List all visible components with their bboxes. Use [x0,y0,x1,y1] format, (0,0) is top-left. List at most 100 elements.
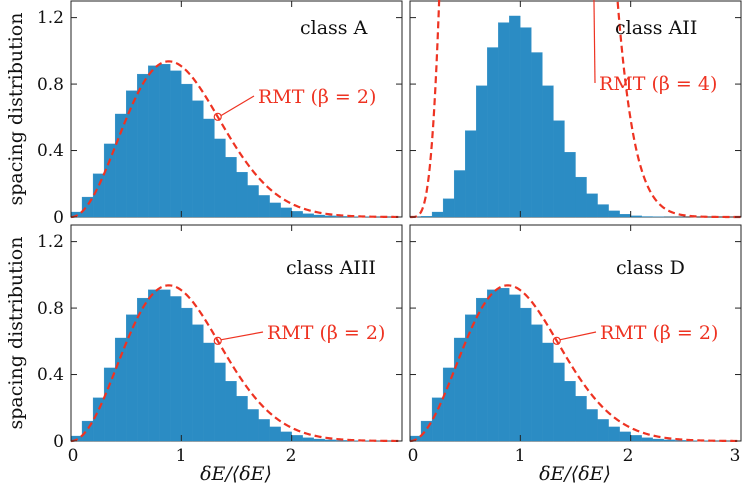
histogram-bar [465,130,477,218]
class-label: class D [616,257,685,279]
histogram-bar [487,47,499,218]
histogram-bar [203,118,215,218]
histogram-bar [641,216,653,218]
rmt-label: RMT (β = 2) [600,322,718,344]
y-tick-label: 1.2 [37,232,64,252]
histogram-bar [247,185,259,218]
histogram-bar [509,294,521,442]
histogram-bar [225,157,237,218]
histogram-bar [542,342,554,442]
panel-class-d: class D RMT (β = 2) 0 1 2 3 δE/⟨δE⟩ [408,224,742,485]
histogram-bar [442,367,455,442]
histogram-bar [575,395,587,442]
histogram-bar [553,362,565,442]
histogram-bar [170,296,182,442]
histogram-bar [465,314,477,442]
histogram-bar [137,73,149,218]
histogram-bar [324,439,336,442]
histogram-bar [313,438,325,442]
histogram-bar [214,138,226,218]
histogram-bar [431,211,444,218]
rmt-leader-line [220,95,255,117]
histogram-bar [531,324,543,442]
axis-ticks [409,225,742,442]
histogram-bars [70,63,392,218]
axis-ticks [70,225,403,442]
histogram-bar [420,216,433,218]
histogram-bar [192,324,204,442]
panel-class-aiii: class AIII RMT (β = 2) 0 0.4 0.8 1.2 0 1… [5,224,403,485]
histogram-bar [103,367,116,442]
histogram-bar [280,431,292,442]
histogram-bar [114,337,127,442]
histogram-bar [269,202,281,218]
histogram-bar [597,419,609,442]
histogram-bar [302,437,314,442]
rmt-curve [70,284,402,443]
panel-class-a: class A RMT (β = 2) 0 0.4 0.8 1.2 spacin… [5,0,403,228]
histogram-bar [214,362,226,442]
x-axis-label: δE/⟨δE⟩ [200,463,272,485]
panel-class-aii: class AII RMT (β = 4) [409,0,742,219]
x-tick-label: 0 [68,446,79,466]
rmt-marker [213,336,222,345]
histogram-bar [630,435,642,442]
histogram-bar [520,27,532,218]
histogram-bar [236,171,248,218]
histogram-bar [597,204,609,218]
y-tick-label: 0.4 [37,365,64,385]
histogram-bar [103,143,116,218]
rmt-marker [552,336,561,345]
histogram-bar [531,52,543,218]
y-tick-label: 1.2 [37,8,64,28]
histogram-bar [148,289,160,442]
histogram-bar [564,152,576,218]
class-label: class AIII [286,257,376,279]
y-axis-label: spacing distribution [5,13,27,206]
histogram-bar [630,215,642,218]
histogram-bar [181,307,193,442]
histogram-bar [575,176,587,218]
x-tick-label: 1 [515,446,526,466]
histogram-bar [126,90,138,218]
x-tick-label: 2 [286,446,297,466]
rmt-curve [409,284,741,443]
histogram-bar [608,426,620,442]
y-axis-label: spacing distribution [5,237,27,430]
rmt-leader-line [220,331,264,341]
histogram-bar [652,438,664,442]
histogram-bar [137,297,149,442]
axis-ticks [409,1,742,218]
histogram-bar [487,289,499,442]
histogram-bar [453,170,466,218]
histogram-bar [498,287,510,442]
histogram-bar [619,431,631,442]
histogram-bar [291,211,303,218]
y-tick-label: 0.8 [37,75,64,95]
histogram-bar [203,342,215,442]
x-tick-label: 0 [408,446,419,466]
histogram-bar [302,213,314,218]
histogram-bar [641,437,653,442]
histogram-bar [498,22,510,218]
x-tick-label: 1 [176,446,187,466]
histogram-bar [280,207,292,218]
x-tick-label: 3 [730,446,741,466]
rmt-curve [70,60,402,219]
histogram-bar [542,85,554,218]
histogram-bar [520,307,532,442]
x-tick-label: 2 [623,446,634,466]
rmt-label: RMT (β = 2) [267,322,385,344]
histogram-bar [258,195,270,218]
histogram-bar [269,426,281,442]
histogram-bar [192,100,204,218]
histogram-bar [181,83,193,218]
histogram-bar [564,381,576,442]
rmt-label: RMT (β = 4) [599,73,717,95]
histogram-bar [313,214,325,218]
rmt-label: RMT (β = 2) [258,86,376,108]
histogram-bar [236,395,248,442]
y-tick-label: 0.4 [37,141,64,161]
histogram-bar [476,297,488,442]
